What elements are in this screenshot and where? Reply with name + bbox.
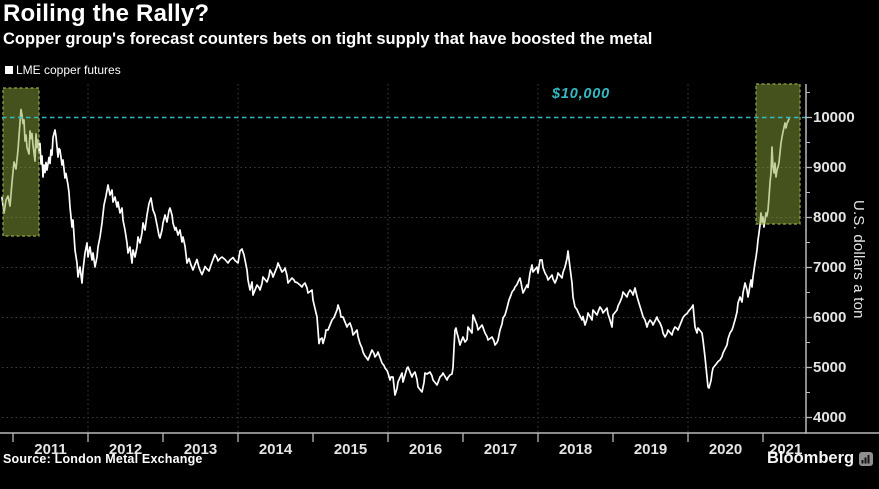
- x-tick-label: 2017: [483, 441, 518, 458]
- highlight-box: [755, 83, 801, 225]
- x-tick-label: 2013: [183, 441, 218, 458]
- x-tick-label: 2012: [108, 441, 143, 458]
- x-tick-label: 2016: [408, 441, 443, 458]
- chart-title: Roiling the Rally?: [3, 0, 210, 27]
- y-tick-label: 9000: [813, 158, 847, 176]
- legend: LME copper futures: [5, 63, 121, 77]
- y-tick-label: 8000: [813, 208, 847, 226]
- y-tick-label: 4000: [813, 408, 847, 426]
- legend-label: LME copper futures: [16, 63, 121, 77]
- brand-footer: Bloomberg: [767, 449, 874, 468]
- x-tick-label: 2021: [769, 441, 803, 458]
- y-tick-label: 6000: [813, 308, 847, 326]
- y-tick-label: 10000: [813, 108, 855, 126]
- x-tick-label: 2020: [708, 441, 743, 458]
- y-tick-label: 5000: [813, 358, 847, 376]
- x-tick-label: 2019: [633, 441, 668, 458]
- x-tick-label: 2014: [258, 441, 293, 458]
- price-threshold-label: $10,000: [552, 86, 611, 102]
- x-tick-label: 2011: [34, 441, 67, 458]
- x-tick-label: 2018: [558, 441, 593, 458]
- y-axis-title: U.S. dollars a ton: [850, 199, 867, 319]
- x-tick-label: 2015: [333, 441, 368, 458]
- chart-subtitle: Copper group's forecast counters bets on…: [3, 30, 653, 48]
- bloomberg-terminal-icon: [859, 451, 874, 466]
- source-note: Source: London Metal Exchange: [3, 452, 203, 466]
- highlight-box: [2, 87, 40, 237]
- y-tick-label: 7000: [813, 258, 847, 276]
- brand-name: Bloomberg: [767, 449, 855, 467]
- price-line: [1, 108, 790, 396]
- legend-swatch-icon: [5, 66, 13, 74]
